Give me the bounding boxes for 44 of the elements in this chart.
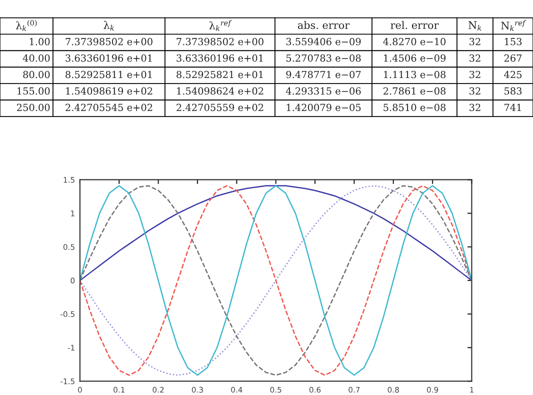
text: 1.00 [30,38,50,46]
category-label: N$_{k}$$^{ref}$ [501,20,526,31]
category-label: rel. error [390,20,439,30]
category-label: λ$_{k}$ [104,20,114,30]
text: 40.00 [22,54,50,62]
text: 7.37398502 e+00 [66,38,152,46]
text: 267 [504,54,522,62]
line-series [80,185,472,376]
text: 1.54098624 e+02 [177,87,264,95]
text: 3.63360196 e+01 [176,54,263,62]
text: 155.00 [18,87,50,95]
text: 8.52925821 e+01 [176,70,263,78]
text: 250.00 [16,104,50,112]
text: 4.293315 e−06 [286,87,361,95]
text: 425 [504,70,522,78]
text: 5.270783 e−08 [286,54,361,62]
text: 3.63360196 e+01 [66,54,152,62]
text: 32 [470,87,480,95]
text: 3.559406 e−09 [286,38,361,46]
text: 32 [470,38,480,46]
text: 2.7861 e−08 [383,87,446,95]
text: 8.52925811 e+01 [66,70,152,78]
text: 2.42705545 e+02 [66,104,152,112]
text: 5.8510 e−08 [384,104,446,112]
text: 1.420079 e−05 [286,104,361,112]
text: 32 [470,70,480,78]
text: 741 [504,104,521,111]
text: 32 [470,54,480,62]
text: 7.37398502 e+00 [176,38,264,46]
text: 9.478771 e−07 [286,70,361,78]
category-label: abs. error [298,20,350,30]
line-series [80,185,472,282]
text: 1.54098619 e+02 [66,87,152,95]
category-label: λ$_{k}$$^{ref}$ [209,20,232,31]
text: 583 [504,87,522,95]
text: 2.42705559 e+02 [176,104,264,112]
text: 80.00 [23,70,50,78]
category-label: λ$_{k}$$^{(0)}$ [16,20,37,31]
category-label: N$_{k}$ [468,21,482,30]
text: 4.8270 e−10 [383,38,446,46]
text: 153 [504,38,522,46]
text: 1.4506 e−09 [384,54,446,62]
text: 1.1113 e−08 [384,70,446,78]
text: 32 [470,104,480,112]
